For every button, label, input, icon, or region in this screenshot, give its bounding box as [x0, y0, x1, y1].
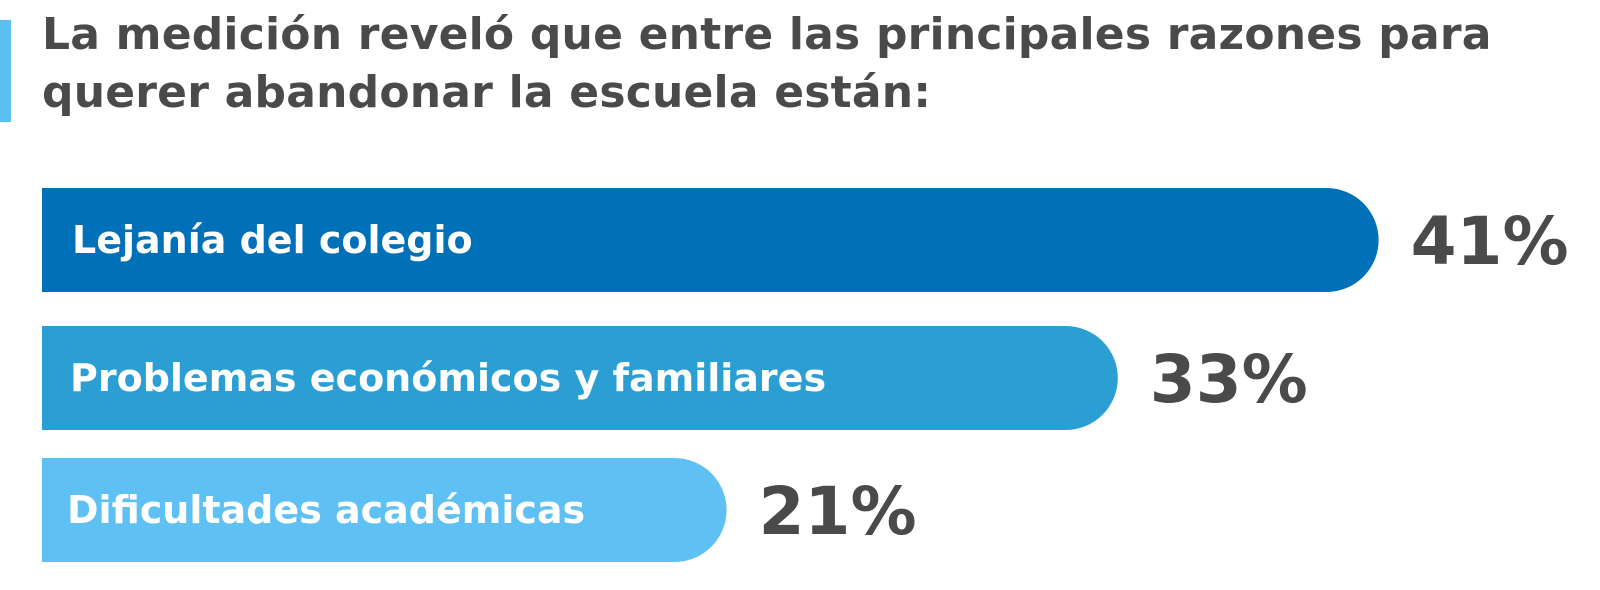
bar-row: Lejanía del colegio 41% — [42, 188, 1569, 292]
bar-row: Dificultades académicas 21% — [42, 458, 917, 562]
chart-title: La medición reveló que entre las princip… — [42, 6, 1542, 122]
bar-value-label: 41% — [1411, 203, 1569, 280]
bar — [42, 326, 1118, 430]
bar — [42, 458, 727, 562]
bar — [42, 188, 1379, 292]
bar-category-label: Problemas económicos y familiares — [70, 356, 826, 400]
bar-value-label: 21% — [759, 473, 917, 550]
bar-row: Problemas económicos y familiares 33% — [42, 326, 1308, 430]
chart-title-line-1: La medición reveló que entre las princip… — [42, 9, 1492, 60]
bar-category-label: Dificultades académicas — [67, 488, 585, 532]
bar-value-label: 33% — [1150, 341, 1308, 418]
chart-title-line-2: querer abandonar la escuela están: — [42, 67, 932, 118]
bar-category-label: Lejanía del colegio — [72, 218, 473, 262]
title-accent-bar — [0, 20, 11, 122]
